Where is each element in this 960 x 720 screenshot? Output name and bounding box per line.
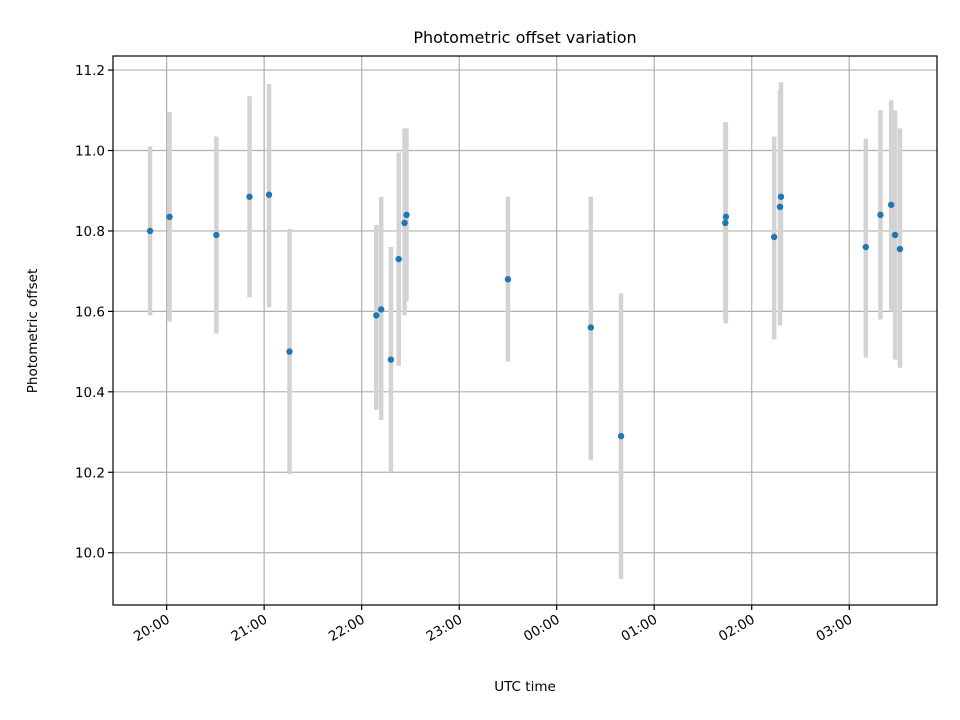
data-point xyxy=(722,213,730,221)
x-tick-label: 01:00 xyxy=(619,612,661,645)
data-points xyxy=(146,191,904,440)
data-point xyxy=(166,213,173,221)
y-tick-label: 10.0 xyxy=(75,546,105,562)
data-point xyxy=(777,193,785,200)
y-tick-label: 11.0 xyxy=(75,144,105,160)
data-point xyxy=(587,324,595,331)
data-point xyxy=(403,211,410,219)
data-point xyxy=(395,255,402,263)
data-point xyxy=(504,276,512,283)
error-bars xyxy=(147,82,903,579)
data-point xyxy=(377,306,385,313)
x-axis-ticks: 20:00 21:00 22:00 23:00 00:00 01:00 02:00 03:00 xyxy=(131,605,855,645)
x-tick-label: 00:00 xyxy=(521,612,563,645)
data-point xyxy=(617,432,625,440)
data-point xyxy=(891,231,899,239)
y-tick-label: 10.6 xyxy=(75,304,105,320)
x-tick-label: 02:00 xyxy=(716,612,758,645)
data-point xyxy=(877,211,884,219)
y-tick-label: 10.8 xyxy=(75,224,105,240)
chart-title: Photometric offset variation xyxy=(413,28,636,47)
data-point xyxy=(265,191,273,198)
data-point xyxy=(862,243,870,251)
data-point xyxy=(246,193,253,200)
data-point xyxy=(722,219,729,227)
data-point xyxy=(373,312,380,319)
grid-lines xyxy=(113,56,937,605)
data-point xyxy=(146,227,154,235)
data-point xyxy=(770,233,778,241)
data-point xyxy=(776,203,784,211)
y-tick-label: 10.2 xyxy=(75,465,105,481)
x-axis-label: UTC time xyxy=(494,679,556,695)
y-axis-ticks: 10.0 10.2 10.4 10.6 10.8 11.0 11.2 xyxy=(75,63,113,562)
x-tick-label: 23:00 xyxy=(423,612,465,645)
data-point xyxy=(401,219,408,227)
data-point xyxy=(387,356,395,363)
y-tick-label: 10.4 xyxy=(75,385,105,401)
data-point xyxy=(887,201,895,209)
y-axis-label: Photometric offset xyxy=(25,269,41,393)
data-point xyxy=(213,231,220,239)
data-point xyxy=(286,348,293,355)
x-tick-label: 20:00 xyxy=(131,612,173,645)
x-tick-label: 21:00 xyxy=(228,612,270,645)
data-point xyxy=(896,245,904,253)
y-tick-label: 11.2 xyxy=(75,63,105,79)
x-tick-label: 03:00 xyxy=(814,612,856,645)
x-tick-label: 22:00 xyxy=(326,612,368,645)
plot-frame xyxy=(112,55,938,606)
